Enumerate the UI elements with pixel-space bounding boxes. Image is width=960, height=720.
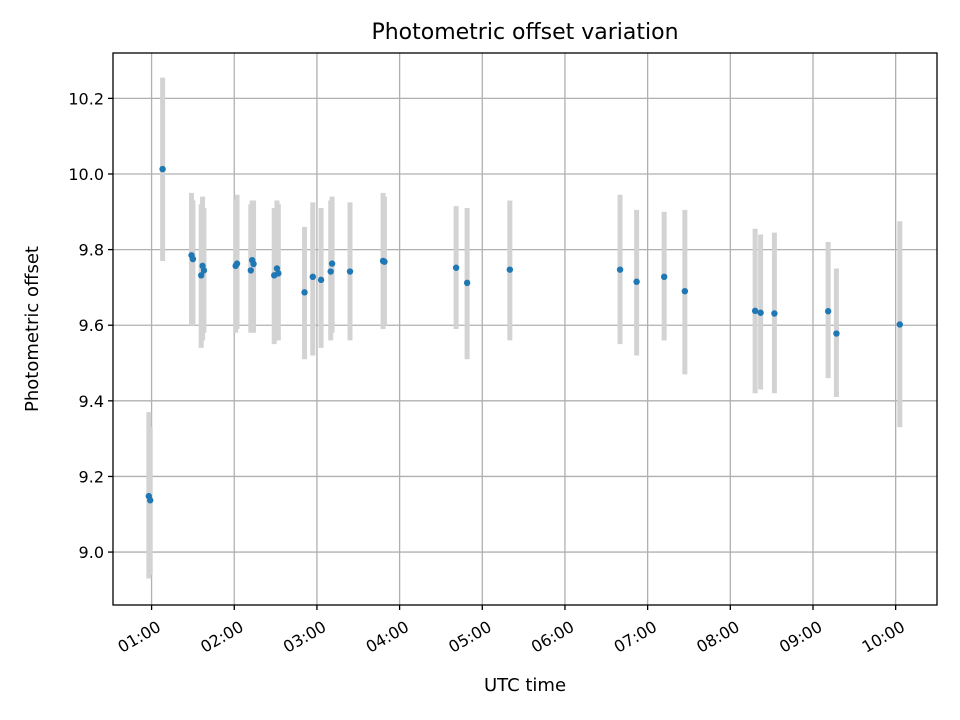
data-point [327,268,334,275]
y-tick-label: 9.8 [79,241,104,260]
data-point [381,258,388,265]
y-tick-label: 9.0 [79,543,104,562]
y-tick-label: 9.2 [79,467,104,486]
plot-frame [112,52,938,606]
data-point [824,308,832,315]
data-point [771,310,778,317]
data-point [159,165,166,173]
chart-title: Photometric offset variation [371,20,678,45]
data-point [147,497,154,504]
x-axis-label: UTC time [484,675,566,696]
data-point [301,289,308,296]
data-point [328,260,336,267]
data-point [751,307,759,315]
data-point [660,273,668,281]
y-tick-label: 9.6 [79,316,104,335]
data-point [896,321,903,328]
data-point [250,260,257,268]
data-points [145,165,903,504]
data-point [247,267,254,274]
data-point [197,272,205,279]
y-tick-label: 9.4 [79,392,104,411]
data-point [452,264,460,271]
data-point [189,255,197,263]
data-point [833,330,840,337]
data-point [616,266,624,273]
data-point [463,279,471,287]
y-axis-label: Photometric offset [22,246,43,412]
grid-lines [113,53,937,605]
data-point [506,266,514,273]
y-tick-label: 10.0 [68,165,104,184]
data-point [633,278,640,285]
y-tick-label: 10.2 [68,89,104,108]
data-point [275,270,282,277]
data-point [200,267,208,274]
y-axis-ticks: 9.0 9.2 9.4 9.6 9.8 10.0 10.2 [68,89,113,562]
data-point [346,268,354,275]
data-point [309,273,316,281]
data-point [681,287,689,295]
data-point [317,276,325,284]
data-point [757,309,764,316]
data-point [273,265,281,272]
data-point [233,260,241,267]
